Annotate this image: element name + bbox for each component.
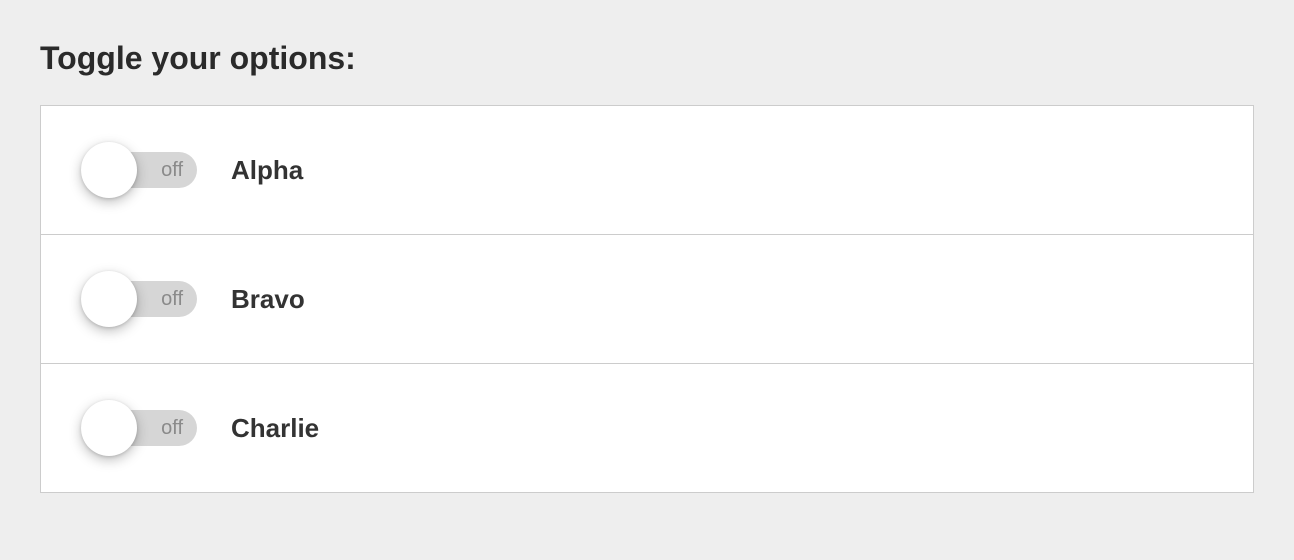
toggle-charlie[interactable]: off (81, 400, 197, 456)
option-label-bravo: Bravo (231, 284, 305, 315)
toggle-state-text: off (161, 417, 183, 440)
toggle-alpha[interactable]: off (81, 142, 197, 198)
page-title: Toggle your options: (40, 40, 1254, 77)
toggle-bravo[interactable]: off (81, 271, 197, 327)
option-label-charlie: Charlie (231, 413, 319, 444)
options-list: off Alpha off Bravo off Charlie (40, 105, 1254, 493)
toggle-knob (81, 400, 137, 456)
option-row-alpha: off Alpha (41, 106, 1253, 235)
option-row-bravo: off Bravo (41, 235, 1253, 364)
toggle-state-text: off (161, 288, 183, 311)
toggle-knob (81, 271, 137, 327)
toggle-knob (81, 142, 137, 198)
toggle-state-text: off (161, 159, 183, 182)
option-label-alpha: Alpha (231, 155, 303, 186)
option-row-charlie: off Charlie (41, 364, 1253, 492)
